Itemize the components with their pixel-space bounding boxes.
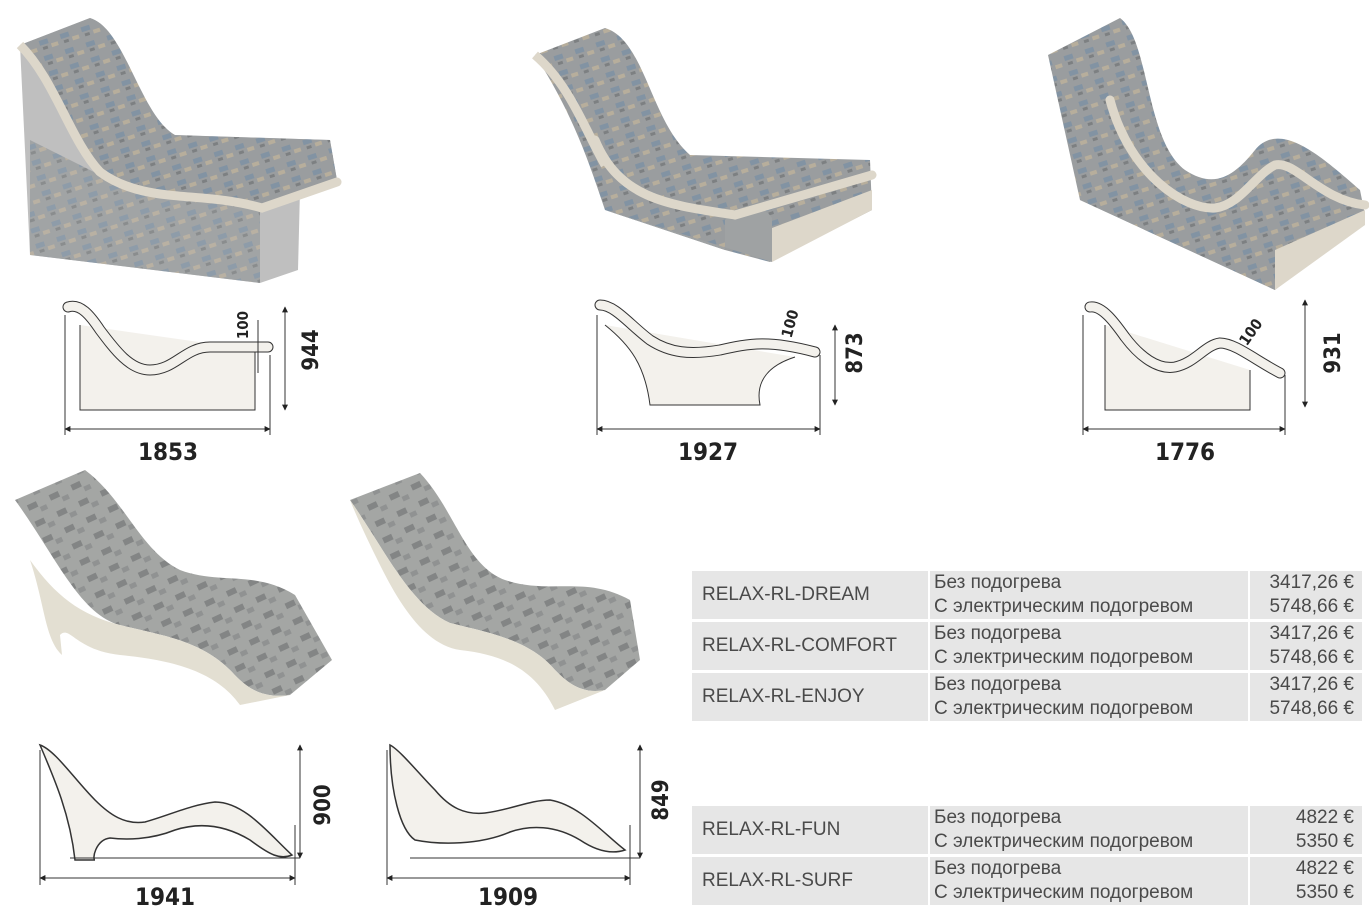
lounger-render-4	[15, 470, 332, 705]
width-label: 1927	[678, 438, 738, 466]
model-name: RELAX-RL-DREAM	[692, 571, 928, 619]
height-label: 944	[299, 329, 324, 370]
width-label: 1853	[138, 438, 198, 466]
variant-label: Без подогрева	[928, 670, 1248, 697]
product-dream: 944 100 1853	[0, 0, 360, 470]
variant-label: С электрическим подогревом	[928, 697, 1248, 721]
price-value: 3417,26 €	[1248, 670, 1362, 697]
offset-label: 100	[234, 311, 252, 339]
product-surf: 849 1909	[340, 455, 680, 910]
height-label: 849	[649, 779, 674, 820]
lounger-render-3	[1048, 18, 1369, 290]
price-value: 5748,66 €	[1248, 595, 1362, 619]
price-value: 5748,66 €	[1248, 646, 1362, 670]
price-table-fun-surf: RELAX-RL-FUN Без подогрева 4822 € С элек…	[692, 806, 1362, 905]
height-label: 931	[1321, 332, 1346, 373]
dimension-drawing-3: 931 100 1776	[1082, 299, 1346, 466]
variant-label: Без подогрева	[928, 571, 1248, 595]
variant-label: Без подогрева	[928, 619, 1248, 646]
product-fun: 900 1941	[0, 455, 340, 910]
width-label: 1941	[135, 883, 195, 910]
width-label: 1776	[1155, 438, 1215, 466]
price-value: 3417,26 €	[1248, 619, 1362, 646]
price-value: 4822 €	[1248, 806, 1362, 830]
variant-label: С электрическим подогревом	[928, 646, 1248, 670]
model-name: RELAX-RL-ENJOY	[692, 670, 928, 721]
variant-label: С электрическим подогревом	[928, 830, 1248, 854]
lounger-render-5	[350, 473, 640, 710]
dimension-drawing-1: 944 100 1853	[62, 300, 324, 466]
lounger-render-1	[16, 18, 342, 283]
price-value: 5748,66 €	[1248, 697, 1362, 721]
price-value: 5350 €	[1248, 830, 1362, 854]
offset-label: 100	[778, 308, 803, 340]
variant-label: Без подогрева	[928, 806, 1248, 830]
height-label: 873	[843, 332, 868, 373]
dimension-drawing-2: 873 100 1927	[594, 299, 868, 466]
product-comfort: 873 100 1927	[510, 0, 890, 470]
product-enjoy: 931 100 1776	[1020, 0, 1369, 470]
price-table-dream-comfort-enjoy: RELAX-RL-DREAM Без подогрева 3417,26 € С…	[692, 571, 1362, 721]
width-label: 1909	[478, 883, 538, 910]
dimension-drawing-4: 900 1941	[38, 743, 336, 910]
price-value: 5350 €	[1248, 881, 1362, 905]
variant-label: С электрическим подогревом	[928, 595, 1248, 619]
model-name: RELAX-RL-FUN	[692, 806, 928, 854]
lounger-render-2	[532, 28, 877, 262]
dimension-drawing-5: 849 1909	[386, 743, 674, 910]
variant-label: С электрическим подогревом	[928, 881, 1248, 905]
variant-label: Без подогрева	[928, 854, 1248, 881]
model-name: RELAX-RL-COMFORT	[692, 619, 928, 670]
price-value: 4822 €	[1248, 854, 1362, 881]
height-label: 900	[311, 784, 336, 825]
model-name: RELAX-RL-SURF	[692, 854, 928, 905]
price-value: 3417,26 €	[1248, 571, 1362, 595]
